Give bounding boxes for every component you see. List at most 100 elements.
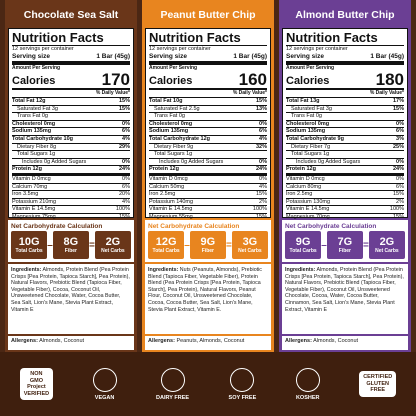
nutrient-row: Protein 12g 24% [149,166,267,176]
net-carbs-title: Net Carbohydrate Calculation [285,223,377,230]
nutrient-dv: 0% [122,120,130,127]
nutrient-row: Trans Fat 0g [12,113,130,121]
vitamin-row: Calcium 50mg 4% [149,184,267,192]
nutrient-row: Dietary Fiber 8g 29% [12,144,130,152]
flavor-name: Chocolate Sea Salt [23,9,119,21]
nutrient-name: Protein 12g [149,166,179,173]
net-carbs-value: 2G [379,235,395,248]
nutrition-label: Nutrition Facts 12 servings per container… [145,28,271,222]
net-carbs-value: 9G [200,235,216,248]
operator: – [321,239,327,251]
nutrient-name: Cholesterol 0mg [286,120,330,127]
vitamin-row: Iron 2.5mg 15% [149,191,267,199]
net-carbs-boxes: 12G Total Carbs –9G Fiber = 3G Net Carbs [148,231,269,259]
badge-line: FREE [370,387,386,394]
vitamin-row: Vitamin D 0mcg 0% [12,176,130,184]
net-carbs-label: Fiber [64,247,77,254]
badge-icon [295,367,320,392]
vitamin-row: Vitamin D 0mcg 0% [149,176,267,184]
vitamin-name: Magnesium 75mg [12,213,56,220]
operator: – [184,239,190,251]
calories-value: 160 [238,70,267,89]
nutrient-row: Dietary Fiber 9g 32% [149,144,267,152]
badge-label: VEGAN [94,394,115,401]
nutrient-row: Cholesterol 0mg 0% [149,121,267,129]
servings: 12 servings per container [12,46,74,52]
vitamin-name: Vitamin E 14.5mg [149,206,193,213]
vitamin-name: Magnesium 55mg [149,213,193,220]
net-carbs-box: 10G Total Carbs [11,231,48,259]
net-carbs-value: 3G [242,235,258,248]
nutrient-row: Saturated Fat 3g 15% [286,106,404,114]
allergens: Allergens: Almonds, Coconut [282,336,408,350]
nutrient-row: Total Carbohydrate 12g 4% [149,136,267,144]
nutrient-row: Protein 12g 24% [286,166,404,176]
nutrient-name: Cholesterol 0mg [12,120,56,127]
vitamin-dv: 15% [255,191,267,198]
vitamin-row: Calcium 70mg 6% [12,184,130,192]
nutrient-name: Trans Fat 0g [291,113,322,120]
nutrient-dv: 0% [396,158,404,165]
vitamin-name: Potassium 130mg [286,198,331,205]
nutrient-row: Sodium 135mg 6% [12,128,130,136]
vitamin-name: Vitamin E 14.5mg [12,206,56,213]
vitamin-row: Vitamin D 0mcg 0% [286,176,404,184]
daily-value-header: % Daily Value* [286,90,404,98]
vitamin-dv: 15% [392,191,404,198]
vitamin-name: Vitamin D 0mcg [286,175,325,182]
nutrient-row: Includes 0g Added Sugars 0% [286,159,404,167]
nutrient-row: Total Sugars 1g [286,151,404,159]
nutrient-name: Total Sugars 1g [291,151,330,158]
nutrient-row: Total Fat 13g 17% [286,98,404,106]
operator: – [47,239,53,251]
net-carbs-box: 9G Total Carbs [285,231,322,259]
vitamin-dv: 15% [255,213,267,220]
nutrient-name: Total Sugars 1g [154,151,193,158]
badge-label: DAIRY FREE [156,394,190,401]
nutrient-row: Trans Fat 0g [286,113,404,121]
badge-seal: NON GMO Project VERIFIED [19,368,54,400]
ingredients: Ingredients: Almonds, Protein Blend (Pea… [282,264,408,334]
nutrient-row: Sodium 135mg 6% [286,128,404,136]
net-carbs-box: 8G Fiber [52,231,89,259]
nutrient-dv: 6% [396,128,404,135]
nutrient-dv: 0% [259,120,267,127]
vitamin-name: Vitamin D 0mcg [149,175,188,182]
nutrient-name: Trans Fat 0g [154,113,185,120]
ingredients-label: Ingredients: [11,267,42,273]
allergens-label: Allergens: [148,338,175,344]
ingredients-text: Nuts (Peanuts, Almonds), Prebiotic Blend… [148,267,262,313]
ingredients: Ingredients: Nuts (Peanuts, Almonds), Pr… [145,264,271,334]
vitamin-dv: 0% [396,175,404,182]
net-carbs-value: 12G [155,235,177,248]
vitamin-dv: 4% [259,183,267,190]
net-carbs-box: 2G Net Carbs [368,231,406,259]
nutrient-dv: 6% [259,128,267,135]
badge-seal: CERTIFIED GLUTEN FREE [359,371,397,397]
serving-size: Serving size 1 Bar (45g) [149,53,267,65]
badge: VEGAN [92,367,117,401]
net-carbs-value: 9G [295,235,311,248]
vitamin-name: Calcium 80mg [286,183,322,190]
badge: KOSHER [295,367,320,401]
allergens-label: Allergens: [285,338,312,344]
amount-per-serving: Amount Per Serving [149,65,198,71]
nutrient-dv: 24% [255,166,267,173]
allergens-text: Peanuts, Almonds, Coconut [176,338,245,344]
nutrition-label: Nutrition Facts 12 servings per container… [8,28,134,222]
badge-icon [160,367,185,392]
nutrient-dv: 0% [259,158,267,165]
vitamin-row: Iron 2.5mg 15% [286,191,404,199]
badge-line: Project [27,384,46,390]
nutrient-row: Total Carbohydrate 10g 4% [12,136,130,144]
nutrient-name: Total Fat 10g [149,98,183,104]
net-carbs-value: 2G [105,235,121,248]
nutrient-name: Saturated Fat 3g [291,105,332,112]
allergens: Allergens: Almonds, Coconut [8,336,134,350]
ingredients: Ingredients: Almonds, Protein Blend (Pea… [8,264,134,334]
nutrient-name: Cholesterol 0mg [149,120,193,127]
vitamin-dv: 20% [118,191,130,198]
operator: = [225,239,232,251]
net-carbs-box: 12G Total Carbs [148,231,185,259]
